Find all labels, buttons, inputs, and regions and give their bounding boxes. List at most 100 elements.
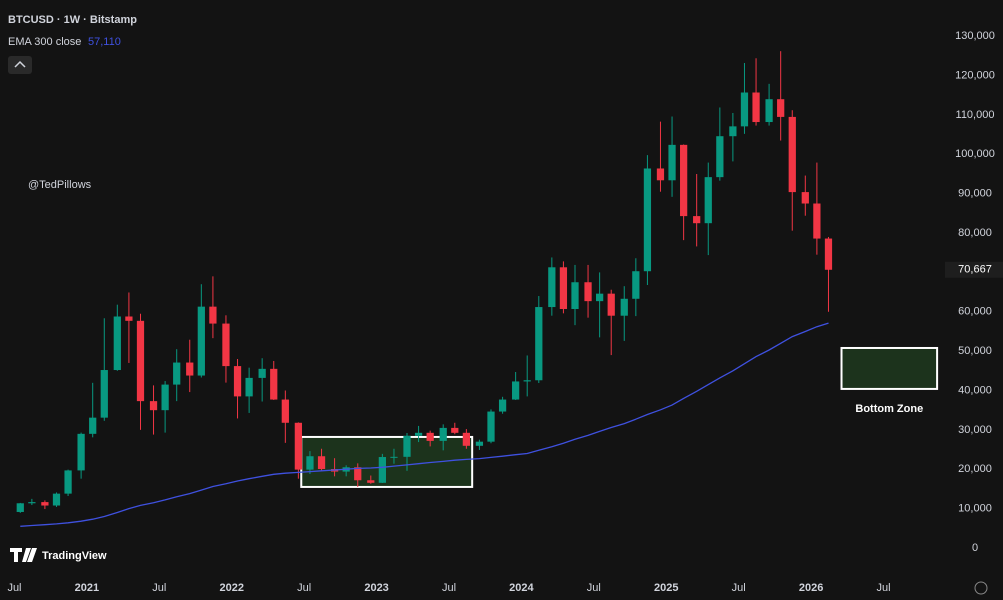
y-tick-label: 80,000 [958, 227, 992, 239]
candle-body [41, 502, 49, 506]
candle-body [824, 238, 833, 270]
chart-title: BTCUSD · 1W · Bitstamp [8, 14, 137, 26]
x-tick-label: Jul [152, 582, 166, 594]
y-tick-label: 20,000 [958, 463, 992, 475]
candle-body [656, 168, 665, 181]
settings-button[interactable] [974, 581, 988, 595]
candle-body [643, 168, 652, 272]
candle-body [584, 282, 592, 302]
candle-body [125, 316, 133, 321]
candle-body [77, 433, 85, 471]
candle-body [765, 99, 773, 123]
candle-body [89, 417, 97, 434]
zone [300, 435, 474, 488]
candle-body [426, 432, 434, 441]
logo-icon [10, 548, 37, 562]
collapse-button[interactable] [8, 56, 32, 74]
candle-body [245, 377, 253, 397]
x-tick-label: Jul [442, 582, 456, 594]
plot-area [16, 51, 939, 527]
candle-body [451, 427, 459, 433]
candle-body [270, 368, 278, 400]
candle-body [752, 92, 760, 123]
candle-body [149, 401, 158, 411]
ema-line [20, 322, 829, 527]
candle-body [693, 216, 701, 224]
y-tick-label: 50,000 [958, 345, 992, 357]
candle-body [233, 366, 242, 397]
candle-body [16, 503, 24, 512]
x-tick-label: Jul [297, 582, 311, 594]
candle-body [306, 456, 314, 470]
candle-body [354, 467, 362, 481]
candle-body [475, 441, 484, 446]
candle-body [716, 136, 724, 178]
candle-body [512, 381, 520, 400]
candle-body [281, 399, 289, 423]
candle-body [113, 316, 121, 371]
y-tick-label: 30,000 [958, 424, 992, 436]
candle-body [258, 368, 266, 378]
x-tick-label: Jul [876, 582, 890, 594]
candle-body [28, 502, 36, 504]
candle-body [403, 435, 411, 457]
collapse-icon [14, 60, 26, 68]
zone-label: Bottom Zone [855, 403, 923, 415]
x-tick-label: 2026 [799, 582, 823, 594]
candle-body [535, 307, 543, 381]
candle-body [788, 116, 796, 193]
candle-body [161, 384, 169, 411]
y-tick-label: 100,000 [955, 148, 995, 160]
candle-body [414, 432, 423, 436]
y-tick-label: 40,000 [958, 384, 992, 396]
candle-body [136, 320, 145, 402]
price-label: 70,667 [958, 264, 992, 276]
y-tick-label: 130,000 [955, 30, 995, 42]
x-tick-label: 2023 [364, 582, 388, 594]
candle-body [668, 144, 676, 181]
candle-body [632, 271, 640, 299]
candle-body [378, 457, 386, 483]
candle-body [294, 422, 302, 470]
candle-body [173, 362, 181, 385]
brand-logo: TradingView [10, 548, 107, 562]
y-tick-label: 10,000 [958, 502, 992, 514]
candle-body [197, 306, 205, 376]
zone [840, 346, 939, 390]
candle-body [548, 267, 556, 308]
candle-body [52, 493, 61, 506]
legend-entry: EMA 300 close [8, 36, 81, 48]
candle-body [439, 427, 447, 441]
candle-body [777, 99, 785, 117]
candle-body [607, 293, 615, 316]
candle-body [813, 203, 821, 239]
x-tick-label: Jul [587, 582, 601, 594]
candle-body [186, 362, 194, 376]
candle-body [729, 126, 737, 137]
candle-body [222, 323, 230, 367]
candle-body [100, 370, 108, 418]
candle-body [801, 192, 809, 204]
brand-name: TradingView [42, 550, 107, 562]
y-tick-label: 60,000 [958, 306, 992, 318]
candle-body [704, 177, 712, 224]
candle-body [390, 456, 398, 458]
y-tick-label: 90,000 [958, 188, 992, 200]
candle-body [680, 144, 688, 217]
price-label-box [945, 261, 1003, 278]
x-tick-label: 2025 [654, 582, 678, 594]
candle-body [64, 470, 72, 494]
candle-body [462, 432, 470, 446]
x-tick-label: 2021 [75, 582, 99, 594]
legend-value: 57,110 [88, 36, 121, 48]
candle-body [740, 92, 749, 127]
candle-body [498, 399, 507, 412]
candle-body [596, 293, 604, 302]
candle-body [367, 480, 375, 483]
y-tick-label: 120,000 [955, 69, 995, 81]
x-tick-label: Jul [732, 582, 746, 594]
x-tick-label: Jul [7, 582, 21, 594]
